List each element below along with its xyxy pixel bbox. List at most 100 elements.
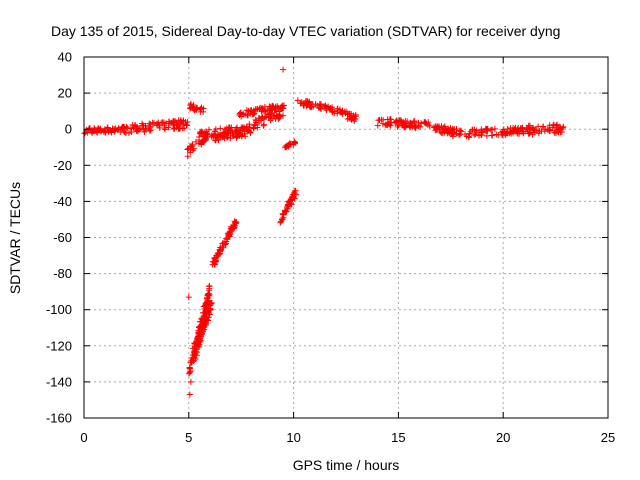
data-point (224, 236, 231, 243)
data-point (336, 109, 343, 116)
data-point (121, 128, 128, 135)
data-point (555, 126, 562, 133)
data-point (233, 134, 240, 141)
x-tick-label: 10 (286, 430, 300, 445)
data-point (269, 102, 276, 109)
data-point (193, 346, 200, 353)
data-point (186, 364, 193, 371)
data-point (185, 294, 192, 301)
data-point (279, 210, 286, 217)
data-point (86, 125, 93, 132)
x-tick-label: 15 (391, 430, 405, 445)
data-point (535, 123, 542, 130)
data-point (484, 128, 491, 135)
data-point (238, 133, 245, 140)
data-point (292, 187, 299, 194)
y-tick-label: 0 (65, 122, 72, 137)
data-point (184, 118, 191, 125)
data-point (434, 123, 441, 130)
data-point (82, 129, 89, 136)
data-point (192, 355, 199, 362)
data-point (525, 130, 532, 137)
data-point (478, 126, 485, 133)
data-point (280, 66, 287, 73)
data-point (123, 123, 130, 130)
data-point (478, 132, 485, 139)
data-point (285, 143, 292, 150)
data-point (161, 126, 168, 133)
data-point (211, 261, 218, 268)
data-point (258, 108, 265, 115)
data-point (91, 125, 98, 132)
data-point (493, 131, 500, 138)
data-point (560, 123, 567, 130)
data-point (199, 328, 206, 335)
data-point (242, 111, 249, 118)
data-point (316, 104, 323, 111)
data-point (280, 112, 287, 119)
data-point (260, 121, 267, 128)
data-point (226, 233, 233, 240)
data-point (289, 193, 296, 200)
data-point (275, 115, 282, 122)
data-point (140, 126, 147, 133)
data-point (518, 125, 525, 132)
data-point (268, 115, 275, 122)
data-point (246, 121, 253, 128)
data-point (147, 123, 154, 130)
data-point (415, 119, 422, 126)
data-point (430, 124, 437, 131)
data-point (108, 129, 115, 136)
data-point (227, 127, 234, 134)
data-point (396, 117, 403, 124)
data-point (507, 125, 514, 132)
x-tick-labels: 0 5 10 15 20 25 (80, 430, 615, 445)
y-tick-label: -140 (46, 374, 72, 389)
data-point (394, 123, 401, 130)
y-axis-label: SDTVAR / TECUs (7, 182, 23, 294)
data-point (401, 123, 408, 130)
data-point (112, 125, 119, 132)
data-point (426, 122, 433, 129)
data-point (124, 125, 131, 132)
data-point (250, 110, 257, 117)
data-point (269, 106, 276, 113)
data-point (198, 104, 205, 111)
y-tick-labels: 40 20 0 -20 -40 -60 -80 -100 -120 -140 -160 (46, 50, 72, 426)
data-point (122, 129, 129, 136)
data-point (412, 122, 419, 129)
data-point (439, 129, 446, 136)
data-point (184, 153, 191, 160)
data-point (187, 368, 194, 375)
data-point (350, 114, 357, 121)
data-point (237, 109, 244, 116)
data-point (418, 120, 425, 127)
data-point (407, 119, 414, 126)
data-point (187, 100, 194, 107)
data-point (312, 101, 319, 108)
data-point (149, 119, 156, 126)
data-point (559, 124, 566, 131)
data-point (205, 290, 212, 297)
data-point (503, 130, 510, 137)
data-point (278, 218, 285, 225)
data-point (219, 240, 226, 247)
data-point (161, 124, 168, 131)
data-point (284, 205, 291, 212)
data-point (344, 115, 351, 122)
data-point (227, 228, 234, 235)
data-point (392, 119, 399, 126)
data-point (208, 132, 215, 139)
data-point (205, 310, 212, 317)
data-point (217, 125, 224, 132)
data-point (259, 113, 266, 120)
data-point (165, 124, 172, 131)
data-point (445, 128, 452, 135)
data-point (195, 339, 202, 346)
data-point (183, 121, 190, 128)
data-point (104, 124, 111, 131)
data-point (197, 129, 204, 136)
data-point (527, 125, 534, 132)
data-point (536, 128, 543, 135)
